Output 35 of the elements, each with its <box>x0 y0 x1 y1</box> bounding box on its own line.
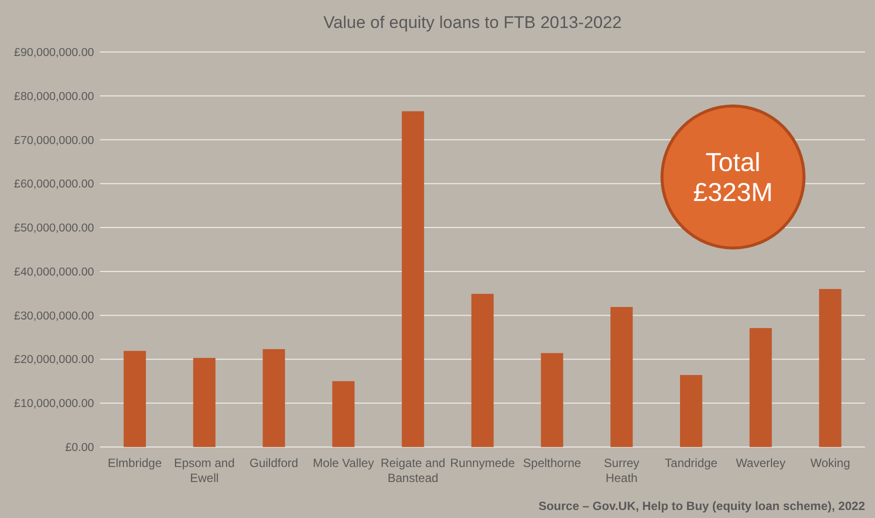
x-tick-label: Spelthorne <box>523 456 582 470</box>
bar <box>124 350 146 447</box>
x-tick-label: Woking <box>810 456 850 470</box>
x-tick-label: Guildford <box>250 456 298 470</box>
bar <box>540 353 564 447</box>
y-tick-label: £0.00 <box>65 442 94 454</box>
x-tick-label: Surrey Heath <box>604 456 640 485</box>
bar <box>610 306 633 447</box>
bar <box>471 294 494 447</box>
y-tick-label: £10,000,000.00 <box>14 398 94 410</box>
chart-title: Value of equity loans to FTB 2013-2022 <box>323 13 622 32</box>
bar <box>819 289 842 447</box>
y-tick-label: £40,000,000.00 <box>14 266 94 278</box>
bar <box>750 328 772 447</box>
y-tick-label: £80,000,000.00 <box>14 90 94 103</box>
bar <box>332 381 355 447</box>
source-note: Source – Gov.UK, Help to Buy (equity loan scheme), 2022 <box>538 499 866 513</box>
y-tick-label: £70,000,000.00 <box>14 134 94 147</box>
y-tick-label: £20,000,000.00 <box>14 354 94 366</box>
x-tick-label: Tandridge <box>664 456 718 470</box>
y-tick-label: £90,000,000.00 <box>14 47 94 60</box>
x-tick-label: Elmbridge <box>108 456 162 470</box>
x-tick-label: Waverley <box>736 456 786 470</box>
x-tick-label: Runnymede <box>450 456 516 470</box>
x-tick-label: Mole Valley <box>312 456 374 470</box>
bar <box>402 111 424 447</box>
bar <box>680 375 702 447</box>
bar <box>262 349 285 447</box>
y-tick-label: £60,000,000.00 <box>14 178 94 191</box>
annotation: Total £323M <box>693 147 773 207</box>
y-tick-label: £30,000,000.00 <box>14 310 94 322</box>
bar <box>193 358 216 447</box>
x-tick-label: Reigate and Banstead <box>380 456 446 485</box>
x-tick-label: Epsom and Ewell <box>174 456 235 485</box>
y-tick-label: £50,000,000.00 <box>14 222 94 235</box>
